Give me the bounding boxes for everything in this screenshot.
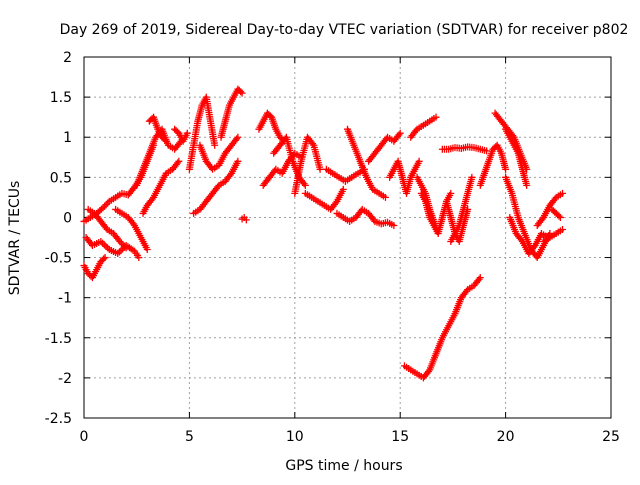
y-tick-label: -1 xyxy=(58,291,72,307)
data-point xyxy=(122,244,130,252)
data-point-fill xyxy=(530,243,538,251)
data-point-fill xyxy=(309,140,317,148)
data-points xyxy=(80,85,567,382)
data-point xyxy=(447,189,455,197)
data-point-fill xyxy=(148,195,156,203)
y-tick-label: -0.5 xyxy=(45,251,72,267)
chart-title: Day 269 of 2019, Sidereal Day-to-day VTE… xyxy=(60,22,629,38)
data-point xyxy=(135,254,143,262)
data-point xyxy=(316,165,324,173)
data-point xyxy=(162,137,170,145)
data-point-fill xyxy=(237,88,245,96)
x-tick-label: 15 xyxy=(391,429,409,445)
y-tick-label: -2 xyxy=(58,371,72,387)
data-point-fill xyxy=(226,171,234,179)
data-point-fill xyxy=(332,199,340,207)
x-tick-label: 10 xyxy=(286,429,304,445)
data-point-fill xyxy=(102,201,110,209)
data-point xyxy=(339,185,347,193)
data-point-fill xyxy=(100,255,108,263)
data-point xyxy=(101,254,109,262)
data-point-fill xyxy=(555,212,563,220)
data-point-fill xyxy=(161,136,169,144)
data-point xyxy=(559,225,567,233)
data-point xyxy=(99,204,107,212)
data-point xyxy=(502,165,510,173)
axis-ticks: 0 5 10 15 20 25 -2.5 -2 -1.5 -1 -0.5 0 0.5 1 1.5 2 xyxy=(45,50,620,445)
data-point xyxy=(183,129,191,137)
data-point xyxy=(116,238,124,246)
y-tick-label: 1 xyxy=(63,130,72,146)
y-tick-label: 0.5 xyxy=(50,170,72,186)
data-point xyxy=(211,141,219,149)
y-axis-label: SDTVAR / TECUs xyxy=(7,181,23,296)
data-point xyxy=(175,157,183,165)
x-axis-label: GPS time / hours xyxy=(285,458,402,474)
x-tick-label: 5 xyxy=(185,429,194,445)
data-point xyxy=(476,274,484,282)
y-tick-label: 0 xyxy=(63,210,72,226)
data-point-fill xyxy=(424,367,432,375)
data-point-fill xyxy=(119,241,127,249)
data-point xyxy=(468,173,476,181)
data-point-fill xyxy=(129,185,137,193)
data-point xyxy=(242,216,250,224)
y-tick-label: -1.5 xyxy=(45,331,72,347)
data-point-fill xyxy=(300,180,308,188)
data-point-fill xyxy=(176,139,184,147)
data-point xyxy=(301,181,309,189)
data-point-fill xyxy=(395,131,403,139)
data-point-fill xyxy=(101,202,109,210)
data-point xyxy=(432,113,440,121)
data-point-fill xyxy=(538,215,546,223)
data-point xyxy=(434,229,442,237)
x-tick-label: 0 xyxy=(80,429,89,445)
data-point-fill xyxy=(475,275,483,283)
grid-lines xyxy=(84,57,611,418)
data-point-fill xyxy=(233,135,241,143)
data-point-fill xyxy=(174,159,182,167)
x-tick-label: 25 xyxy=(602,429,620,445)
data-point xyxy=(381,193,389,201)
y-tick-label: -2.5 xyxy=(45,411,72,427)
data-point-fill xyxy=(129,220,137,228)
data-point xyxy=(234,133,242,141)
y-tick-label: 2 xyxy=(63,50,72,66)
data-point-fill xyxy=(97,205,105,213)
data-point xyxy=(396,129,404,137)
data-point xyxy=(143,246,151,254)
data-point-fill xyxy=(104,199,112,207)
x-tick-label: 20 xyxy=(497,429,515,445)
data-point xyxy=(234,157,242,165)
data-point-fill xyxy=(117,239,125,247)
data-point xyxy=(556,213,564,221)
data-point xyxy=(559,189,567,197)
data-point-fill xyxy=(517,236,525,244)
y-tick-label: 1.5 xyxy=(50,90,72,106)
data-point-fill xyxy=(121,242,129,250)
data-point xyxy=(390,221,398,229)
data-point xyxy=(523,181,531,189)
data-point xyxy=(238,89,246,97)
data-point xyxy=(415,157,423,165)
